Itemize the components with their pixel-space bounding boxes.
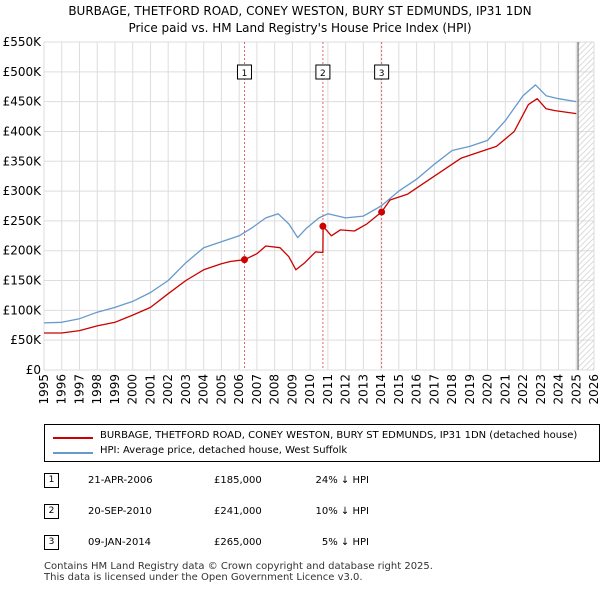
price-chart: 1 2 3 £0 £50K £100K £150K £200K £250K £300K £350K… (3, 35, 600, 405)
hpi-series-line (43, 84, 577, 324)
footer-copyright: Contains HM Land Registry data © Crown c… (44, 561, 433, 572)
x-tick-label: 2014 (374, 374, 388, 405)
x-tick-label: 1995 (37, 374, 51, 405)
x-tick-label: 2004 (197, 374, 211, 405)
sale-date: 20-SEP-2010 (88, 506, 152, 517)
chart-subtitle: Price paid vs. HM Land Registry's House … (128, 21, 472, 35)
chart-title: BURBAGE, THETFORD ROAD, CONEY WESTON, BU… (68, 4, 532, 18)
future-period-shading (578, 42, 594, 370)
sale-hpi-diff: 10% ↓ HPI (315, 506, 369, 517)
x-tick-label: 2003 (179, 374, 193, 405)
y-tick-label: £0 (26, 363, 41, 377)
legend: BURBAGE, THETFORD ROAD, CONEY WESTON, BU… (44, 424, 600, 462)
x-tick-label: 2005 (214, 374, 228, 405)
x-tick-label: 2000 (126, 374, 140, 405)
y-tick-label: £250K (3, 214, 43, 228)
sale-hpi-diff: 24% ↓ HPI (315, 475, 369, 486)
x-tick-label: 2009 (285, 374, 299, 405)
sale-date: 09-JAN-2014 (88, 537, 152, 548)
x-tick-label: 2011 (321, 374, 335, 405)
y-tick-label: £150K (3, 274, 43, 288)
x-tick-label: 2006 (232, 374, 246, 405)
x-tick-label: 2002 (161, 374, 175, 405)
x-tick-label: 2022 (516, 374, 530, 405)
y-tick-label: £100K (3, 303, 43, 317)
x-tick-label: 2020 (481, 374, 495, 405)
x-tick-label: 1996 (55, 374, 69, 405)
y-tick-label: £400K (3, 124, 43, 138)
x-tick-label: 2001 (143, 374, 157, 405)
sale-point (240, 256, 248, 264)
x-tick-label: 2021 (498, 374, 512, 405)
sale-badge-box (315, 64, 331, 80)
legend-swatch-blue (53, 452, 93, 454)
y-tick-label: £350K (3, 154, 43, 168)
y-tick-label: £500K (3, 65, 43, 79)
sale-badge-label: 3 (379, 69, 385, 79)
footer-license: This data is licensed under the Open Gov… (44, 572, 363, 583)
plot-area (44, 42, 594, 370)
y-tick-label: £200K (3, 244, 43, 258)
legend-swatch-red (53, 437, 93, 439)
x-tick-label: 1998 (90, 374, 104, 405)
sale-price: £185,000 (214, 475, 262, 486)
sale-point (378, 208, 386, 216)
x-tick-label: 2010 (303, 374, 317, 405)
price-paid-series-line (44, 98, 577, 334)
y-tick-label: £450K (3, 95, 43, 109)
x-tick-label: 2016 (410, 374, 424, 405)
sale-hpi-diff: 5% ↓ HPI (321, 537, 369, 548)
sale-price: £265,000 (214, 537, 262, 548)
sale-row: 1 21-APR-2006 £185,000 24% ↓ HPI (44, 472, 600, 492)
x-tick-label: 2024 (552, 374, 566, 405)
x-tick-label: 2023 (534, 374, 548, 405)
x-tick-label: 2018 (445, 374, 459, 405)
sale-row: 3 09-JAN-2014 £265,000 5% ↓ HPI (44, 534, 600, 554)
y-tick-label: £50K (10, 333, 42, 347)
sale-row: 2 20-SEP-2010 £241,000 10% ↓ HPI (44, 503, 600, 523)
sale-badge-label: 2 (320, 69, 326, 79)
x-tick-label: 1997 (72, 374, 86, 405)
sale-number-badge: 3 (44, 535, 59, 550)
sale-badge-box (374, 64, 390, 80)
x-tick-label: 2007 (250, 374, 264, 405)
y-tick-label: £300K (3, 184, 43, 198)
sale-point (319, 222, 327, 230)
x-tick-label: 2012 (339, 374, 353, 405)
x-tick-label: 1999 (108, 374, 122, 405)
x-tick-label: 2026 (587, 374, 600, 405)
x-tick-label: 2008 (268, 374, 282, 405)
sale-badge-label: 1 (242, 69, 248, 79)
legend-label-hpi: HPI: Average price, detached house, West… (100, 445, 348, 456)
x-tick-label: 2015 (392, 374, 406, 405)
x-tick-label: 2013 (356, 374, 370, 405)
sale-badge-box (236, 64, 252, 80)
sale-date: 21-APR-2006 (88, 475, 153, 486)
y-tick-label: £550K (3, 35, 43, 49)
sale-number-badge: 1 (44, 473, 59, 488)
x-tick-label: 2025 (569, 374, 583, 405)
x-tick-label: 2017 (427, 374, 441, 405)
legend-label-price-paid: BURBAGE, THETFORD ROAD, CONEY WESTON, BU… (100, 430, 578, 441)
sale-number-badge: 2 (44, 504, 59, 519)
x-tick-label: 2019 (463, 374, 477, 405)
sale-price: £241,000 (214, 506, 262, 517)
